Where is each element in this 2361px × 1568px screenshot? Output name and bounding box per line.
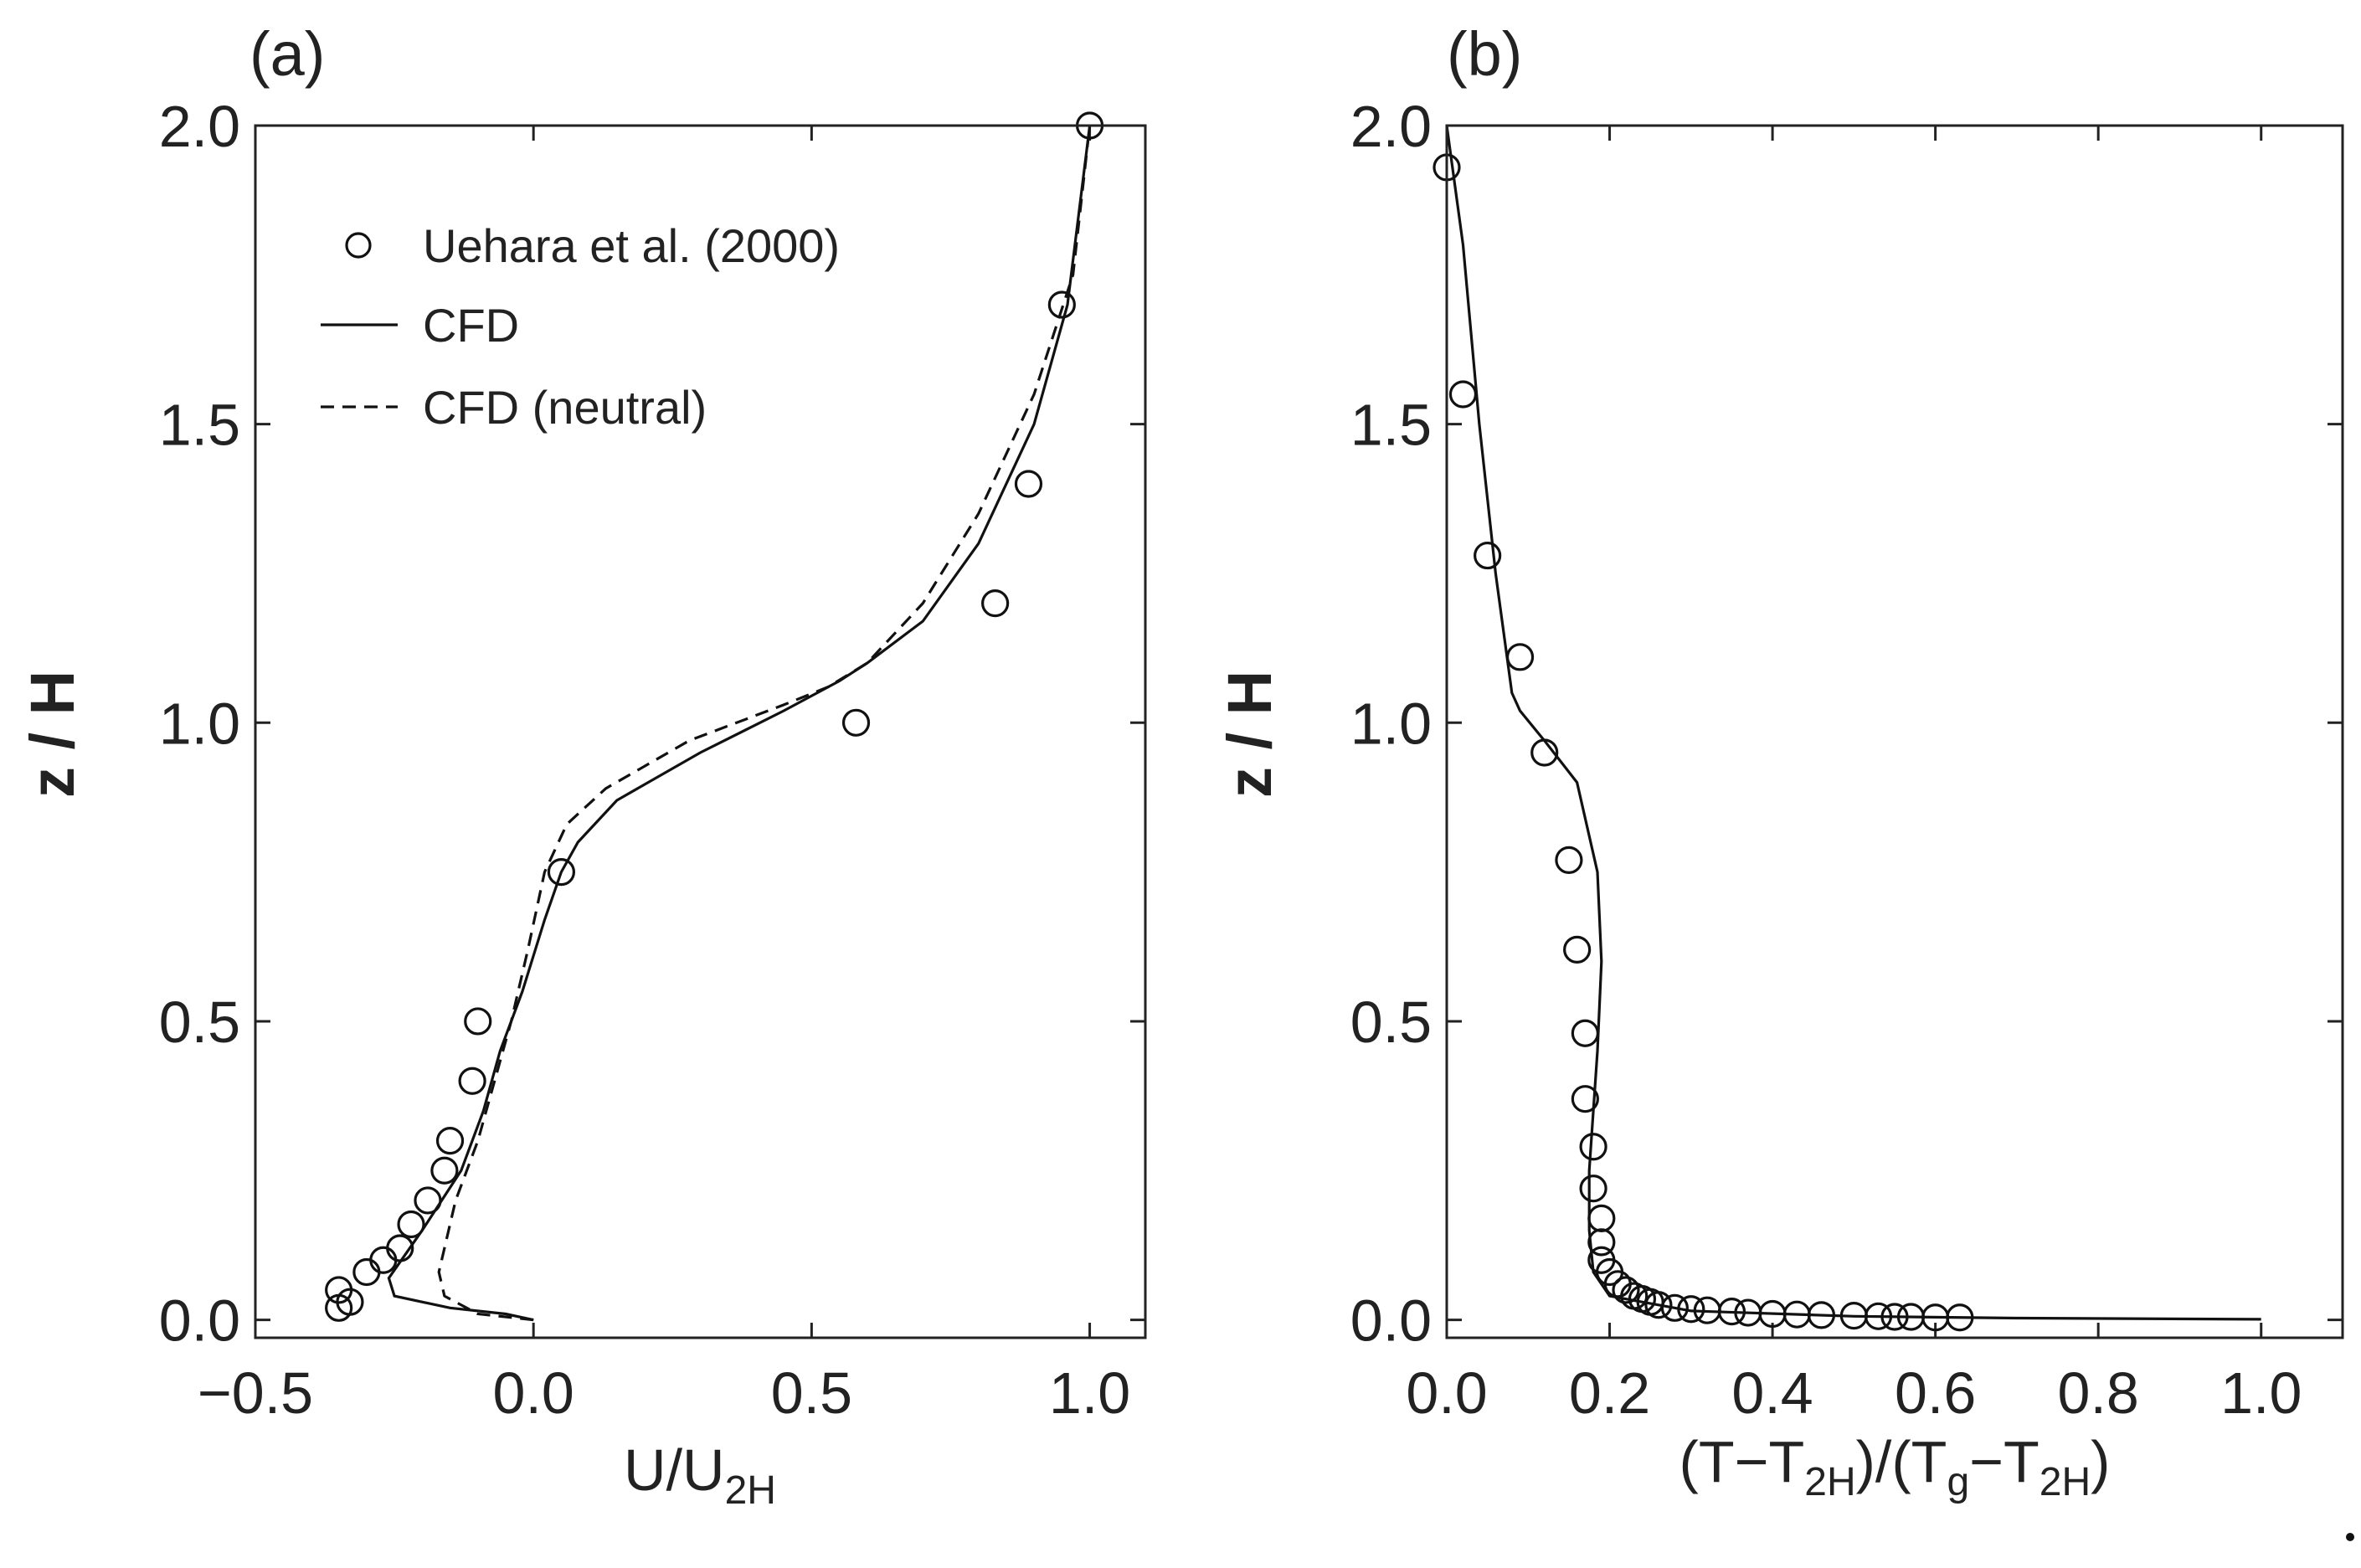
panel-a-point-uehara-et-al-2000 [547,858,576,887]
panel-b-point-uehara-et-al-2000 [1571,1085,1599,1113]
panel-a-label: (a) [249,19,325,89]
panel-b-xlabel-part-3: −T [1969,1429,2040,1494]
panel-a-ytick-label: 1.5 [159,393,240,458]
trailing-dot [2346,1533,2354,1541]
legend: Uehara et al. (2000) CFD CFD (neutral) [321,219,840,434]
panel-a-ytick-label: 2.0 [159,94,240,159]
panel-a-xtick-label: 1.0 [1049,1360,1130,1426]
panel-b-xlabel-sub-3: 2H [2040,1460,2091,1504]
legend-circle-marker [345,232,372,259]
panel-a-point-uehara-et-al-2000 [352,1257,381,1287]
panel-a: (a) z / H −0.5 0.0 0.5 1.00.00.51.01.52.0 U… [18,19,1147,1513]
panel-b-xtick-label: 0.2 [1569,1360,1650,1426]
panel-b-point-uehara-et-al-2000 [1644,1291,1673,1319]
panel-b-ytick-label: 0.0 [1350,1288,1432,1354]
panel-a-ytick-label: 0.0 [159,1288,240,1354]
panel-b-ticks: 0.0 0.2 0.4 0.6 0.8 1.0 0.0 0.5 1.0 1.5 2.0 [1350,94,2343,1426]
panel-b: (b) z / H 0.0 0.2 0.4 0.6 0.8 1.0 0.0 0.5 1.0 1.5… [1215,19,2344,1504]
panel-a-point-uehara-et-al-2000 [336,1288,364,1316]
panel-a-point-uehara-et-al-2000 [981,589,1010,618]
panel-b-point-uehara-et-al-2000 [1474,541,1502,570]
panel-b-xlabel-sub-1: 2H [1804,1460,1855,1504]
panel-a-point-uehara-et-al-2000 [397,1210,425,1239]
panel-b-xlabel-part-2: )/(T [1856,1429,1947,1494]
panel-b-ytick-label: 1.0 [1350,691,1432,756]
panel-a-ytick-label: 0.5 [159,990,240,1055]
panel-b-xtick-label: 0.6 [1895,1360,1976,1426]
panel-a-point-uehara-et-al-2000 [464,1007,492,1036]
panel-b-xlabel: (T−T2H)/(Tg−T2H) [1679,1429,2111,1504]
panel-a-point-uehara-et-al-2000 [430,1156,459,1185]
panel-a-series [325,111,1104,1322]
panel-a-line-cfd-neutral [437,125,1092,1322]
panel-b-ytick-label: 2.0 [1350,94,1432,159]
panel-b-label: (b) [1447,19,1522,89]
panel-b-point-uehara-et-al-2000 [1555,846,1583,874]
panel-b-point-uehara-et-al-2000 [1505,643,1535,671]
panel-b-ytick-label: 1.5 [1350,393,1432,458]
panel-b-xtick-label: 0.4 [1731,1360,1813,1426]
panel-a-xlabel: U/U2H [624,1437,776,1513]
panel-a-point-uehara-et-al-2000 [1047,290,1076,319]
panel-b-xlabel-part-4: ) [2091,1429,2110,1494]
panel-b-xtick-label: 0.0 [1406,1360,1487,1426]
legend-label-uehara: Uehara et al. (2000) [423,219,840,272]
panel-a-xtick-label: 0.5 [771,1360,852,1426]
panel-b-point-uehara-et-al-2000 [1660,1293,1689,1322]
panel-b-plot-frame [1445,124,2344,1339]
panel-b-point-uehara-et-al-2000 [1579,1133,1607,1161]
panel-b-point-uehara-et-al-2000 [1587,1228,1616,1257]
panel-a-point-uehara-et-al-2000 [841,708,871,737]
panel-b-line-cfd [1445,125,2261,1321]
panel-a-ytick-label: 1.0 [159,691,240,756]
panel-a-xlabel-main: U/U [624,1437,725,1503]
panel-b-point-uehara-et-al-2000 [1571,1019,1599,1047]
panel-b-xlabel-sub-2: g [1947,1460,1969,1504]
panel-a-xlabel-sub: 2H [725,1468,776,1513]
panel-a-plot-frame [254,124,1147,1339]
panel-b-xlabel-part-1: (T−T [1679,1429,1805,1494]
panel-a-ylabel: z / H [18,671,87,798]
panel-a-point-uehara-et-al-2000 [1014,470,1043,498]
panel-b-series [1433,125,2261,1332]
panel-a-xtick-label: −0.5 [198,1360,313,1426]
panel-a-point-uehara-et-al-2000 [458,1067,486,1095]
panel-b-point-uehara-et-al-2000 [1448,380,1478,409]
panel-b-point-uehara-et-al-2000 [1563,935,1592,964]
legend-label-cfd-neutral: CFD (neutral) [423,381,707,434]
panel-b-point-uehara-et-al-2000 [1587,1204,1616,1232]
panel-b-point-uehara-et-al-2000 [1579,1175,1607,1203]
panel-a-xtick-label: 0.0 [493,1360,574,1426]
legend-label-cfd: CFD [423,299,519,352]
panel-b-point-uehara-et-al-2000 [1612,1276,1640,1304]
panel-a-point-uehara-et-al-2000 [369,1246,398,1274]
panel-b-ytick-label: 0.5 [1350,990,1432,1055]
panel-b-ylabel: z / H [1215,671,1284,798]
panel-b-xtick-label: 1.0 [2220,1360,2302,1426]
panel-a-point-uehara-et-al-2000 [435,1127,465,1155]
panel-a-ticks: −0.5 0.0 0.5 1.00.00.51.01.52.0 [159,94,1145,1426]
panel-a-line-cfd [387,125,1092,1322]
panel-b-xtick-label: 0.8 [2058,1360,2139,1426]
